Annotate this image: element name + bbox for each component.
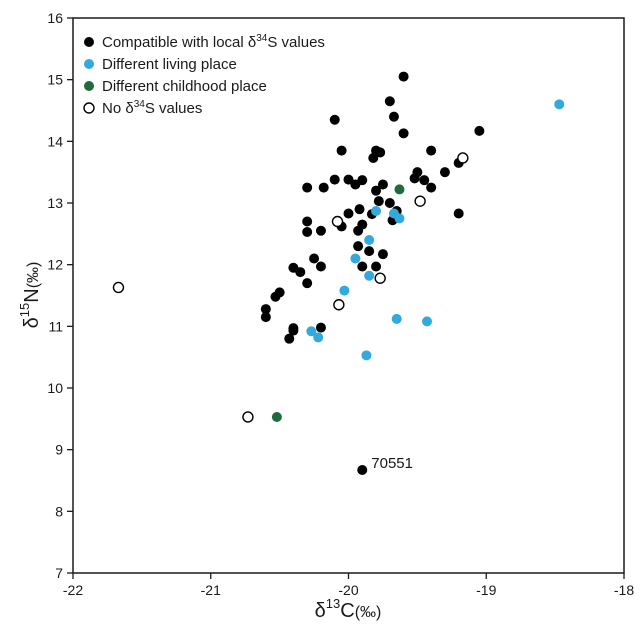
- y-tick-label: 15: [47, 72, 63, 88]
- living-point: [364, 235, 375, 245]
- nodata-point: [331, 215, 344, 228]
- compatible-point: [453, 208, 464, 219]
- compatible-point: [364, 246, 375, 257]
- living-point: [306, 326, 317, 337]
- compatible-point: [343, 208, 354, 219]
- nodata-point: [374, 272, 386, 284]
- compatible-point: [377, 179, 388, 190]
- y-axis-ticks: 7 8 9 10 11 12 13 14 15 16: [47, 10, 73, 581]
- compatible-point: [336, 145, 347, 156]
- compatible-point: [371, 185, 382, 196]
- compatible-point: [419, 175, 430, 186]
- compatible-point: [302, 226, 313, 237]
- compatible-point: [398, 128, 409, 139]
- y-tick-label: 11: [48, 318, 63, 334]
- living-point: [339, 285, 350, 296]
- y-tick-label: 9: [55, 442, 63, 458]
- compatible-point: [318, 182, 329, 193]
- living-point: [350, 253, 361, 264]
- compatible-point: [329, 114, 340, 125]
- x-tick-label: -20: [338, 582, 358, 598]
- compatible-point: [315, 322, 326, 333]
- living-point: [364, 270, 375, 281]
- compatible-point: [388, 111, 399, 122]
- compatible-point: [350, 179, 361, 190]
- x-tick-label: -18: [614, 582, 634, 598]
- nodata-point: [242, 411, 254, 423]
- compatible-point: [357, 219, 368, 230]
- compatible-point: [302, 216, 313, 227]
- legend-label-nodata: No δ34S values: [102, 99, 202, 117]
- nodata-point: [333, 299, 345, 311]
- compatible-point: [357, 261, 368, 272]
- compatible-point: [384, 198, 395, 208]
- compatible-point: [353, 241, 364, 252]
- living-point: [554, 99, 565, 110]
- legend: Compatible with local δ34S values Differe…: [83, 33, 325, 117]
- compatible-point: [357, 465, 368, 476]
- compatible-point: [371, 261, 382, 272]
- compatible-point: [426, 182, 437, 193]
- nodata-point: [414, 195, 426, 207]
- compatible-point: [315, 225, 326, 236]
- compatible-point: [474, 125, 485, 136]
- legend-marker-childhood: [84, 81, 94, 91]
- legend-marker-compatible: [84, 37, 94, 47]
- x-axis-ticks: -22 -21 -20 -19 -18: [63, 573, 634, 598]
- compatible-point: [309, 253, 320, 264]
- compatible-point: [284, 333, 295, 344]
- y-tick-label: 10: [47, 380, 63, 396]
- y-tick-label: 8: [55, 503, 63, 519]
- compatible-point: [315, 261, 326, 272]
- compatible-point: [270, 291, 281, 302]
- compatible-point: [260, 304, 271, 315]
- compatible-point: [354, 204, 365, 215]
- living-point: [361, 350, 372, 361]
- compatible-point: [426, 145, 437, 156]
- y-tick-label: 7: [55, 565, 63, 581]
- compatible-point: [377, 249, 388, 260]
- y-tick-label: 12: [47, 257, 63, 273]
- y-axis-label: δ15N(‰): [17, 262, 43, 329]
- legend-label-childhood: Different childhood place: [102, 78, 267, 95]
- compatible-point: [373, 196, 384, 207]
- living-point: [391, 313, 402, 324]
- compatible-point: [260, 312, 271, 323]
- compatible-point: [329, 174, 340, 185]
- nodata-point: [112, 281, 125, 294]
- y-tick-label: 13: [47, 195, 63, 211]
- x-tick-label: -21: [201, 582, 221, 598]
- compatible-point: [384, 96, 395, 107]
- point-annotation: 70551: [371, 455, 413, 472]
- living-point: [422, 316, 433, 327]
- compatible-point: [398, 71, 409, 82]
- annotations: 70551: [371, 455, 413, 472]
- living-point: [313, 332, 324, 343]
- compatible-point: [288, 325, 299, 336]
- legend-label-compatible: Compatible with local δ34S values: [102, 33, 325, 51]
- y-tick-label: 16: [47, 10, 63, 26]
- compatible-point: [295, 267, 306, 278]
- nodata-point: [457, 152, 469, 164]
- living-point: [371, 206, 382, 217]
- legend-label-living: Different living place: [102, 56, 237, 73]
- childhood-point: [271, 411, 282, 422]
- x-tick-label: -19: [476, 582, 496, 598]
- compatible-point: [302, 182, 313, 193]
- legend-marker-nodata: [83, 102, 95, 114]
- compatible-point: [375, 147, 386, 158]
- x-tick-label: -22: [63, 582, 83, 598]
- compatible-point: [409, 173, 420, 184]
- compatible-point: [368, 152, 379, 163]
- compatible-point: [302, 278, 313, 289]
- legend-marker-living: [84, 59, 94, 69]
- x-axis-label: δ13C(‰): [315, 596, 382, 622]
- living-point: [394, 213, 405, 224]
- compatible-point: [439, 167, 450, 178]
- data-points: [112, 71, 565, 476]
- compatible-point: [343, 174, 354, 185]
- childhood-point: [394, 184, 405, 195]
- y-tick-label: 14: [47, 133, 63, 149]
